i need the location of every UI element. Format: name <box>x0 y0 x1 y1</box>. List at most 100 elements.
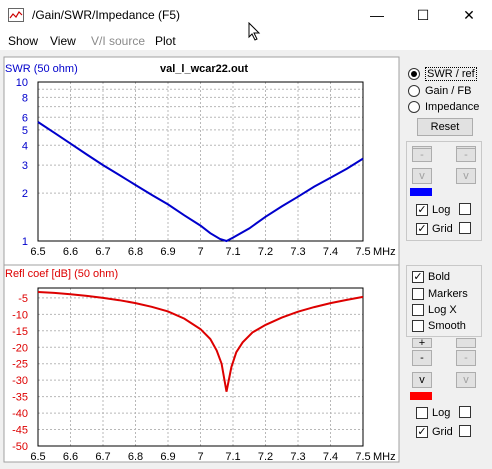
x-tick-label: 6.5 <box>30 451 45 463</box>
bottom-log-check-icon[interactable] <box>416 407 428 419</box>
bottom-grid-checkbox[interactable]: ✓ Grid <box>416 425 453 439</box>
menu-bar: Show View V/I source Plot <box>0 31 492 51</box>
swr-color-swatch[interactable] <box>410 188 432 196</box>
top-log-right-checkbox[interactable] <box>459 203 471 215</box>
bottom-log-checkbox[interactable]: Log <box>416 406 450 420</box>
logx-label: Log X <box>428 304 457 316</box>
swr-axis-label: SWR (50 ohm) <box>5 63 78 75</box>
top-minus-right-button[interactable]: - <box>456 148 476 162</box>
x-tick-label: 7.2 <box>258 246 273 258</box>
y-tick-label: -30 <box>12 375 28 387</box>
y-tick-label: -40 <box>12 408 28 420</box>
x-tick-label: 6.8 <box>128 246 143 258</box>
top-log-check-icon[interactable]: ✓ <box>416 204 428 216</box>
y-tick-label: -20 <box>12 342 28 354</box>
refl-grid <box>37 287 364 447</box>
x-tick-label: 6.7 <box>95 451 110 463</box>
top-down-left-button[interactable]: v <box>412 168 432 184</box>
top-log-label: Log <box>432 204 451 216</box>
chart-area: SWR (50 ohm) val_l_wcar22.out Refl coef … <box>3 56 400 463</box>
x-tick-label: 7.4 <box>323 246 338 258</box>
markers-label: Markers <box>428 288 468 300</box>
smooth-check-icon[interactable] <box>412 320 424 332</box>
refl-axis-label: Refl coef [dB] (50 ohm) <box>5 268 118 280</box>
top-log-checkbox[interactable]: ✓ Log <box>416 203 450 217</box>
smooth-label: Smooth <box>428 320 466 332</box>
radio-swr-indicator[interactable] <box>408 68 420 80</box>
y-tick-label: 4 <box>22 140 28 152</box>
bold-check-icon[interactable]: ✓ <box>412 271 424 283</box>
menu-view[interactable]: View <box>50 34 76 48</box>
logx-checkbox[interactable]: Log X <box>412 303 457 317</box>
x-tick-label: 6.6 <box>63 451 78 463</box>
bottom-plus-button[interactable]: + <box>412 337 432 349</box>
radio-swr[interactable]: SWR / ref <box>408 66 477 82</box>
bottom-minus-right-button[interactable]: - <box>456 350 476 366</box>
y-tick-label: -25 <box>12 359 28 371</box>
bottom-plus-right-button[interactable] <box>456 338 476 348</box>
y-tick-label: 6 <box>22 112 28 124</box>
menu-show[interactable]: Show <box>8 34 39 48</box>
bottom-grid-right-checkbox[interactable] <box>459 425 471 437</box>
y-tick-label: -50 <box>12 441 28 453</box>
markers-checkbox[interactable]: Markers <box>412 287 468 301</box>
radio-impedance[interactable]: Impedance <box>408 99 479 115</box>
plot-frame <box>37 287 364 447</box>
logx-check-icon[interactable] <box>412 304 424 316</box>
x-tick-label: 6.8 <box>128 451 143 463</box>
swr-series-line <box>37 121 364 243</box>
menu-plot[interactable]: Plot <box>155 34 176 48</box>
bottom-down-right-button[interactable]: v <box>456 372 476 388</box>
bold-label: Bold <box>428 271 451 283</box>
x-tick-label: 7.5 <box>355 451 370 463</box>
maximize-button[interactable]: ☐ <box>416 6 430 23</box>
y-tick-label: 8 <box>22 92 28 104</box>
chart-background <box>3 56 400 463</box>
bottom-minus-left-button[interactable]: - <box>412 350 432 366</box>
refl-color-swatch[interactable] <box>410 392 432 400</box>
top-minus-left-button[interactable]: - <box>412 148 432 162</box>
y-tick-label: 1 <box>22 236 28 248</box>
x-tick-label: 7.3 <box>290 246 305 258</box>
bottom-down-left-button[interactable]: v <box>412 372 432 388</box>
top-grid-checkbox[interactable]: ✓ Grid <box>416 222 453 236</box>
bottom-log-right-checkbox[interactable] <box>459 406 471 418</box>
reset-button[interactable]: Reset <box>417 118 473 136</box>
x-tick-label: 7 <box>197 451 203 463</box>
top-grid-label: Grid <box>432 223 453 235</box>
plot-title: val_l_wcar22.out <box>160 63 248 75</box>
radio-gain-label: Gain / FB <box>425 85 472 97</box>
top-grid-right-checkbox[interactable] <box>459 222 471 234</box>
markers-check-icon[interactable] <box>412 288 424 300</box>
top-grid-check-icon[interactable]: ✓ <box>416 223 428 235</box>
y-tick-label: -35 <box>12 392 28 404</box>
bottom-grid-check-icon[interactable]: ✓ <box>416 426 428 438</box>
close-button[interactable]: ✕ <box>463 6 475 23</box>
title-bar: /Gain/SWR/Impedance (F5) — ☐ ✕ <box>0 0 492 31</box>
smooth-checkbox[interactable]: Smooth <box>412 319 466 333</box>
menu-vi-source[interactable]: V/I source <box>91 34 146 48</box>
mouse-cursor-icon <box>248 22 261 41</box>
radio-gain-indicator[interactable] <box>408 85 420 97</box>
swr-grid <box>37 81 364 242</box>
x-unit-label: MHz <box>373 246 396 258</box>
y-tick-label: 10 <box>16 77 28 89</box>
x-tick-label: 7.4 <box>323 451 338 463</box>
bold-checkbox[interactable]: ✓ Bold <box>412 270 450 284</box>
app-icon <box>8 8 24 22</box>
radio-impedance-label: Impedance <box>425 101 480 113</box>
top-down-right-button[interactable]: v <box>456 168 476 184</box>
radio-gain[interactable]: Gain / FB <box>408 83 471 99</box>
y-tick-label: -10 <box>12 309 28 321</box>
x-tick-label: 7.1 <box>225 246 240 258</box>
x-tick-label: 7.1 <box>225 451 240 463</box>
x-tick-label: 7.3 <box>290 451 305 463</box>
radio-impedance-indicator[interactable] <box>408 101 420 113</box>
options-group <box>406 265 482 337</box>
minimize-button[interactable]: — <box>370 7 384 23</box>
bottom-grid-label: Grid <box>432 426 453 438</box>
y-tick-label: -5 <box>18 293 28 305</box>
x-tick-label: 6.6 <box>63 246 78 258</box>
bottom-log-label: Log <box>432 407 451 419</box>
x-tick-label: 7 <box>197 246 203 258</box>
